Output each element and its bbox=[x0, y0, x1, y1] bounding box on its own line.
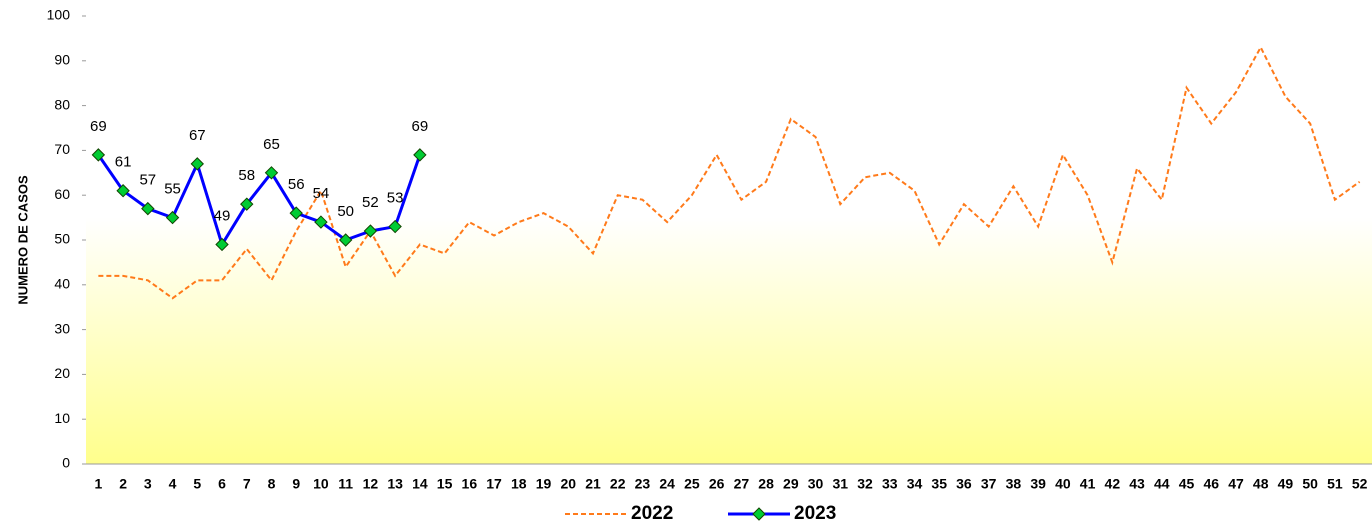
legend-marker bbox=[752, 507, 766, 521]
x-tick-label: 25 bbox=[684, 476, 700, 492]
x-tick-label: 3 bbox=[144, 476, 152, 492]
marker bbox=[165, 210, 180, 225]
x-tick-label: 37 bbox=[981, 476, 997, 492]
marker bbox=[314, 215, 328, 229]
data-label: 58 bbox=[238, 167, 255, 184]
x-tick-label: 26 bbox=[709, 476, 725, 492]
x-tick-label: 2 bbox=[119, 476, 127, 492]
marker bbox=[91, 148, 106, 162]
data-label: 56 bbox=[288, 176, 305, 193]
plot-area bbox=[86, 16, 1372, 464]
x-tick-label: 12 bbox=[363, 476, 379, 492]
y-tick-label: 10 bbox=[54, 410, 70, 426]
y-tick-label: 60 bbox=[54, 186, 70, 202]
x-tick-label: 10 bbox=[313, 476, 329, 492]
x-tick-label: 18 bbox=[511, 476, 527, 492]
y-tick-label: 0 bbox=[62, 455, 70, 471]
legend-label: 2022 bbox=[631, 503, 673, 524]
data-label: 49 bbox=[214, 207, 231, 224]
x-tick-label: 1 bbox=[94, 476, 102, 492]
x-tick-label: 52 bbox=[1352, 476, 1368, 492]
data-label: 50 bbox=[337, 203, 354, 220]
marker bbox=[388, 219, 402, 234]
marker bbox=[215, 237, 229, 252]
y-tick-label: 50 bbox=[54, 231, 70, 247]
marker bbox=[240, 197, 254, 211]
x-tick-label: 38 bbox=[1006, 476, 1022, 492]
x-tick-label: 7 bbox=[243, 476, 251, 492]
data-label: 67 bbox=[189, 127, 206, 144]
x-tick-label: 14 bbox=[412, 476, 428, 492]
y-tick-label: 40 bbox=[54, 276, 70, 292]
x-tick-label: 34 bbox=[907, 476, 923, 492]
x-tick-label: 31 bbox=[832, 476, 848, 492]
y-tick-label: 80 bbox=[54, 96, 70, 112]
x-tick-label: 16 bbox=[462, 476, 478, 492]
y-tick-label: 70 bbox=[54, 141, 70, 157]
x-tick-label: 51 bbox=[1327, 476, 1343, 492]
marker bbox=[116, 184, 130, 198]
x-tick-label: 32 bbox=[857, 476, 873, 492]
x-tick-label: 20 bbox=[560, 476, 576, 492]
x-tick-label: 28 bbox=[758, 476, 774, 492]
data-label: 69 bbox=[90, 118, 107, 135]
x-tick-label: 15 bbox=[437, 476, 453, 492]
x-tick-label: 22 bbox=[610, 476, 626, 492]
legend-label: 2023 bbox=[794, 503, 836, 524]
marker bbox=[141, 201, 155, 216]
x-tick-label: 45 bbox=[1179, 476, 1195, 492]
x-tick-label: 47 bbox=[1228, 476, 1244, 492]
x-tick-label: 40 bbox=[1055, 476, 1071, 492]
x-tick-label: 23 bbox=[635, 476, 651, 492]
x-tick-label: 35 bbox=[931, 476, 947, 492]
x-tick-label: 41 bbox=[1080, 476, 1096, 492]
x-tick-label: 36 bbox=[956, 476, 972, 492]
marker bbox=[413, 148, 427, 162]
x-tick-label: 46 bbox=[1203, 476, 1219, 492]
y-tick-label: 90 bbox=[54, 52, 70, 68]
data-label: 61 bbox=[115, 154, 132, 171]
x-tick-label: 17 bbox=[486, 476, 502, 492]
x-tick-label: 8 bbox=[268, 476, 276, 492]
marker bbox=[289, 206, 303, 220]
x-tick-label: 48 bbox=[1253, 476, 1269, 492]
marker bbox=[190, 157, 204, 171]
x-tick-label: 39 bbox=[1030, 476, 1046, 492]
x-tick-label: 24 bbox=[659, 476, 675, 492]
x-tick-label: 50 bbox=[1302, 476, 1318, 492]
data-label: 52 bbox=[362, 194, 379, 211]
data-label: 55 bbox=[164, 181, 181, 198]
x-tick-label: 44 bbox=[1154, 476, 1170, 492]
x-tick-label: 42 bbox=[1105, 476, 1121, 492]
y-tick-label: 30 bbox=[54, 320, 70, 336]
y-tick-label: 20 bbox=[54, 365, 70, 381]
marker bbox=[363, 224, 378, 238]
data-label: 57 bbox=[139, 172, 156, 189]
x-tick-label: 27 bbox=[734, 476, 750, 492]
y-tick-label: 100 bbox=[47, 7, 71, 23]
x-tick-label: 43 bbox=[1129, 476, 1145, 492]
x-tick-label: 5 bbox=[193, 476, 201, 492]
marker bbox=[338, 233, 353, 247]
x-tick-label: 21 bbox=[585, 476, 601, 492]
data-label: 65 bbox=[263, 136, 280, 153]
data-label: 54 bbox=[313, 185, 330, 202]
x-tick-label: 30 bbox=[808, 476, 824, 492]
y-axis-label: NUMERO DE CASOS bbox=[15, 175, 30, 305]
data-label: 53 bbox=[387, 190, 404, 207]
series-line bbox=[98, 45, 1361, 300]
marker bbox=[264, 166, 279, 180]
x-tick-label: 19 bbox=[536, 476, 552, 492]
x-tick-label: 4 bbox=[169, 476, 177, 492]
x-tick-label: 49 bbox=[1278, 476, 1294, 492]
x-tick-label: 33 bbox=[882, 476, 898, 492]
x-tick-label: 29 bbox=[783, 476, 799, 492]
x-tick-label: 11 bbox=[338, 476, 353, 492]
x-tick-label: 13 bbox=[387, 476, 403, 492]
x-tick-label: 6 bbox=[218, 476, 226, 492]
x-tick-label: 9 bbox=[292, 476, 300, 492]
data-label: 69 bbox=[412, 118, 429, 135]
